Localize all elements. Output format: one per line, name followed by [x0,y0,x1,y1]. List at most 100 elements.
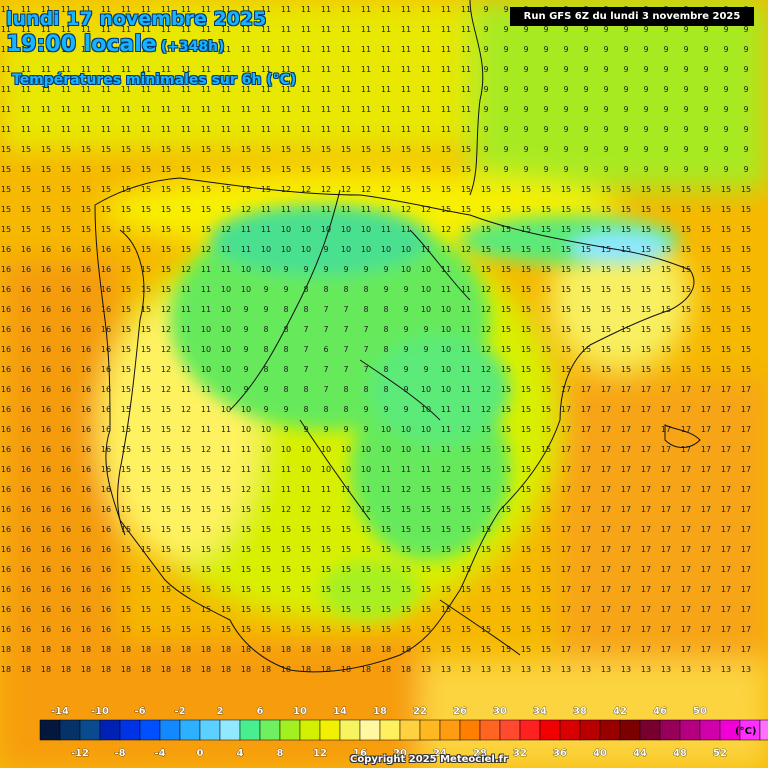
grid-value: 9 [383,265,388,274]
grid-value: 15 [541,225,551,234]
grid-value: 17 [561,405,571,414]
grid-value: 15 [301,605,311,614]
grid-value: 9 [563,105,568,114]
legend-swatch [619,719,641,741]
grid-value: 10 [221,405,231,414]
grid-value: 11 [381,465,391,474]
grid-value: 15 [121,405,131,414]
grid-value: 15 [441,205,451,214]
grid-value: 15 [221,625,231,634]
grid-value: 11 [61,25,71,34]
grid-value: 9 [603,65,608,74]
grid-value: 16 [41,465,51,474]
grid-value: 8 [383,325,388,334]
grid-value: 15 [561,325,571,334]
grid-value: 17 [741,585,751,594]
grid-value: 8 [303,385,308,394]
grid-value: 11 [1,105,11,114]
grid-value: 15 [161,505,171,514]
grid-value: 11 [301,205,311,214]
grid-value: 11 [101,45,111,54]
grid-value: 8 [283,385,288,394]
grid-value: 15 [481,185,491,194]
grid-value: 17 [741,445,751,454]
grid-value: 15 [401,605,411,614]
grid-value: 15 [481,565,491,574]
grid-value: 9 [283,405,288,414]
grid-value: 12 [421,205,431,214]
grid-value: 15 [561,345,571,354]
grid-value: 9 [683,25,688,34]
grid-value: 15 [201,545,211,554]
grid-value: 15 [601,225,611,234]
grid-value: 16 [41,425,51,434]
grid-value: 16 [61,545,71,554]
run-info: Run GFS 6Z du lundi 3 novembre 2025 [510,7,754,26]
grid-value: 15 [581,365,591,374]
grid-value: 9 [403,325,408,334]
grid-value: 9 [483,105,488,114]
grid-value: 12 [461,265,471,274]
grid-value: 12 [481,345,491,354]
grid-value: 17 [581,525,591,534]
grid-value: 17 [641,625,651,634]
grid-value: 11 [281,5,291,14]
grid-value: 11 [1,45,11,54]
grid-value: 15 [1,225,11,234]
grid-value: 9 [543,145,548,154]
grid-value: 15 [401,505,411,514]
grid-value: 15 [501,545,511,554]
grid-value: 16 [1,385,11,394]
grid-value: 11 [241,25,251,34]
grid-value: 15 [301,565,311,574]
grid-value: 7 [303,345,308,354]
grid-value: 8 [303,405,308,414]
grid-value: 15 [721,305,731,314]
grid-value: 15 [421,585,431,594]
grid-value: 11 [381,65,391,74]
grid-value: 16 [41,245,51,254]
grid-value: 15 [341,525,351,534]
grid-value: 15 [161,285,171,294]
grid-value: 9 [663,25,668,34]
grid-value: 15 [521,245,531,254]
grid-value: 11 [201,305,211,314]
grid-value: 15 [541,565,551,574]
grid-value: 15 [501,645,511,654]
grid-value: 10 [361,445,371,454]
grid-value: 11 [181,385,191,394]
grid-value: 15 [701,365,711,374]
grid-value: 15 [221,585,231,594]
legend-label-top: 2 [217,706,224,717]
grid-value: 11 [201,405,211,414]
grid-value: 15 [321,525,331,534]
grid-value: 15 [501,205,511,214]
grid-value: 15 [141,425,151,434]
legend-label-bottom: 16 [353,748,367,759]
grid-value: 11 [301,485,311,494]
grid-value: 11 [361,85,371,94]
grid-value: 9 [423,365,428,374]
grid-value: 17 [601,625,611,634]
grid-value: 15 [121,165,131,174]
grid-value: 15 [541,625,551,634]
grid-value: 11 [381,85,391,94]
grid-value: 12 [201,445,211,454]
grid-value: 11 [161,65,171,74]
grid-value: 11 [381,25,391,34]
grid-value: 11 [41,45,51,54]
grid-value: 16 [21,485,31,494]
grid-value: 11 [261,25,271,34]
grid-value: 15 [121,605,131,614]
grid-value: 17 [701,545,711,554]
grid-value: 11 [81,65,91,74]
copyright: Copyright 2025 Meteociel.fr [350,754,508,765]
grid-value: 16 [41,345,51,354]
color-legend: -14 -10 -6 -2 2 6 10 14 18 22 26 30 34 38 42 46 50 -12 -8… [39,706,768,759]
grid-value: 15 [341,625,351,634]
grid-value: 15 [141,165,151,174]
grid-value: 16 [101,425,111,434]
grid-value: 11 [321,485,331,494]
grid-value: 15 [261,585,271,594]
grid-value: 11 [381,225,391,234]
